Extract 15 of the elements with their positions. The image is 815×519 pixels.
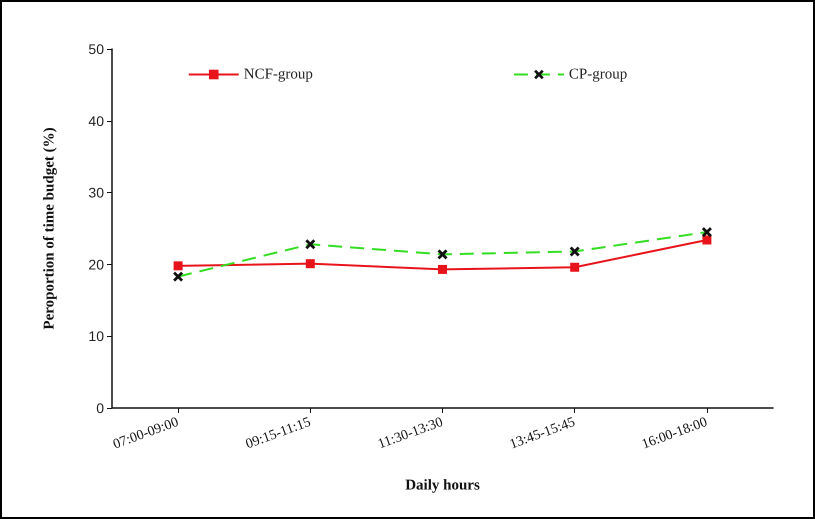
- y-axis-title: Peroportion of time budget (%): [42, 127, 58, 330]
- point: [702, 235, 712, 244]
- y-tick-label: 30: [88, 184, 104, 201]
- point: [306, 259, 315, 268]
- y-tick-label: 40: [88, 112, 104, 129]
- point: [438, 264, 447, 274]
- y-tick-label: 0: [96, 400, 104, 416]
- y-tick-label: 50: [88, 41, 104, 57]
- y-tick-label: 20: [88, 256, 104, 272]
- legend-label: CP-group: [568, 66, 628, 82]
- x-axis-title: Daily hours: [405, 478, 480, 494]
- y-tick-label: 10: [88, 328, 104, 344]
- point: [570, 262, 580, 272]
- legend-label: NCF-group: [244, 66, 313, 82]
- point: [174, 261, 183, 270]
